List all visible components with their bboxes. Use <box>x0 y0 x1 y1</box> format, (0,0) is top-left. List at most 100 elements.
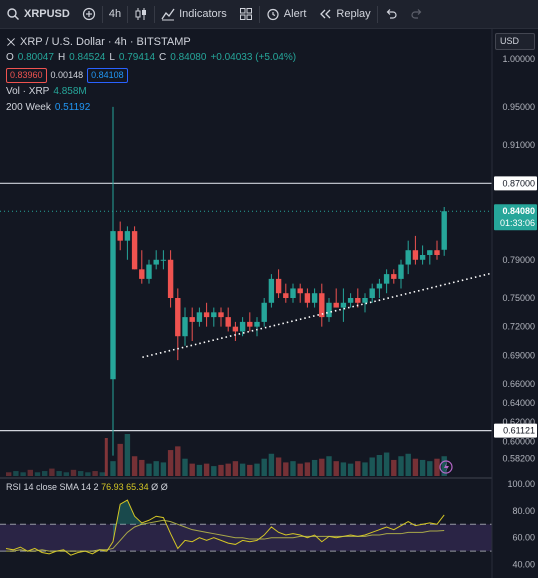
search-icon <box>7 8 19 20</box>
candle-body <box>304 293 311 303</box>
candle-body <box>362 298 368 303</box>
change-value: +0.04033 (+5.04%) <box>210 52 297 63</box>
volume-bar <box>49 468 55 476</box>
volume-bar <box>362 462 368 476</box>
rsi-extra-1: Ø <box>151 482 159 492</box>
volume-bar <box>99 472 105 476</box>
currency-select[interactable]: USD <box>495 33 535 50</box>
volume-bar <box>268 453 275 476</box>
collapse-icon[interactable] <box>6 37 16 47</box>
volume-bar <box>104 438 108 476</box>
volume-bar <box>347 463 354 476</box>
candle-body <box>355 298 361 303</box>
volume-bar <box>304 462 311 476</box>
candle-body <box>383 274 390 284</box>
low-label: L <box>109 52 115 63</box>
volume-bar <box>239 463 246 476</box>
candle-body <box>369 288 375 298</box>
volume-bar <box>160 462 167 476</box>
spread-value: 0.00148 <box>50 70 84 80</box>
horizontal-line-price-tag <box>494 423 537 438</box>
candle-body <box>189 317 195 322</box>
alarm-clock-icon <box>267 8 279 21</box>
volume-bar <box>247 464 253 476</box>
volume-bar <box>211 466 217 476</box>
volume-bar <box>175 446 181 476</box>
candle-body <box>124 231 131 241</box>
volume-bar <box>153 461 159 476</box>
candle-body <box>275 278 282 294</box>
high-label: H <box>57 52 66 63</box>
redo-button[interactable] <box>404 0 430 28</box>
compare-button[interactable] <box>76 0 102 28</box>
toolbar-divider <box>154 5 156 23</box>
undo-icon <box>386 9 397 19</box>
interval-label: 4h <box>108 8 122 20</box>
toolbar-divider <box>258 5 260 23</box>
indicators-label: Indicators <box>179 8 227 20</box>
sell-price-button[interactable]: 0.83960 <box>6 67 47 83</box>
volume-bar <box>85 472 91 476</box>
volume-bar <box>419 459 426 476</box>
volume-bar <box>376 455 383 476</box>
candle-body <box>167 259 174 298</box>
rsi-extra-2: Ø <box>160 482 168 492</box>
toolbar-divider <box>376 5 378 23</box>
legend-title-row: XRP / U.S. Dollar · 4h · BITSTAMP <box>6 34 296 50</box>
ma-row: 200 Week 0.51192 <box>6 100 296 116</box>
last-price-label: 0.84080 <box>502 206 535 216</box>
volume-bar <box>232 461 239 476</box>
candle-body <box>203 312 210 318</box>
buy-price-button[interactable]: 0.84108 <box>87 67 128 83</box>
candle-body <box>232 326 239 332</box>
candle-body <box>412 250 419 260</box>
candle-body <box>311 293 318 303</box>
volume-bar <box>78 471 84 476</box>
candle-body <box>146 264 152 279</box>
rsi-overbought-fill <box>113 500 149 542</box>
open-value: 0.80047 <box>17 52 54 63</box>
interval-button[interactable]: 4h <box>103 0 127 28</box>
volume-bar <box>427 461 433 476</box>
symbol-search[interactable]: XRPUSD <box>0 0 76 28</box>
layouts-button[interactable] <box>233 0 259 28</box>
undo-button[interactable] <box>378 0 404 28</box>
toolbar-divider <box>101 5 103 23</box>
price-tick-label: 0.75000 <box>502 293 535 303</box>
horizontal-line-price-tag <box>494 176 537 191</box>
candle-body <box>427 250 433 255</box>
volume-bar <box>131 456 138 476</box>
candle-body <box>131 231 138 270</box>
candle-body <box>239 321 246 332</box>
last-price-tag <box>494 204 537 231</box>
chart-type-button[interactable] <box>128 0 154 28</box>
volume-bar <box>218 464 224 476</box>
candle-body <box>376 283 383 289</box>
replay-button[interactable]: Replay <box>312 0 376 28</box>
close-label: C <box>159 52 167 63</box>
volume-bar <box>92 471 98 476</box>
rsi-band <box>0 524 492 552</box>
volume-bar <box>203 463 210 476</box>
rsi-legend: RSI 14 close SMA 14 2 76.93 65.34 Ø Ø <box>6 482 168 492</box>
volume-bar <box>139 459 145 476</box>
volume-bar <box>27 469 33 476</box>
volume-bar <box>56 471 62 476</box>
volume-bar <box>333 461 339 476</box>
price-tick-label: 0.91000 <box>502 140 535 150</box>
volume-bar <box>290 461 296 476</box>
candle-body <box>434 250 440 255</box>
volume-bar <box>319 458 325 476</box>
lightning-icon <box>439 460 453 474</box>
volume-bar <box>355 461 361 476</box>
price-tick-label: 0.79000 <box>502 255 535 265</box>
plus-circle-icon <box>82 7 95 21</box>
indicators-button[interactable]: Indicators <box>155 0 233 28</box>
price-tick-label: 0.69000 <box>502 350 535 360</box>
volume-bar <box>434 458 440 476</box>
candle-body <box>254 321 260 327</box>
symbol-label: XRPUSD <box>24 8 70 20</box>
alert-button[interactable]: Alert <box>260 0 313 28</box>
volume-bar <box>405 453 411 476</box>
